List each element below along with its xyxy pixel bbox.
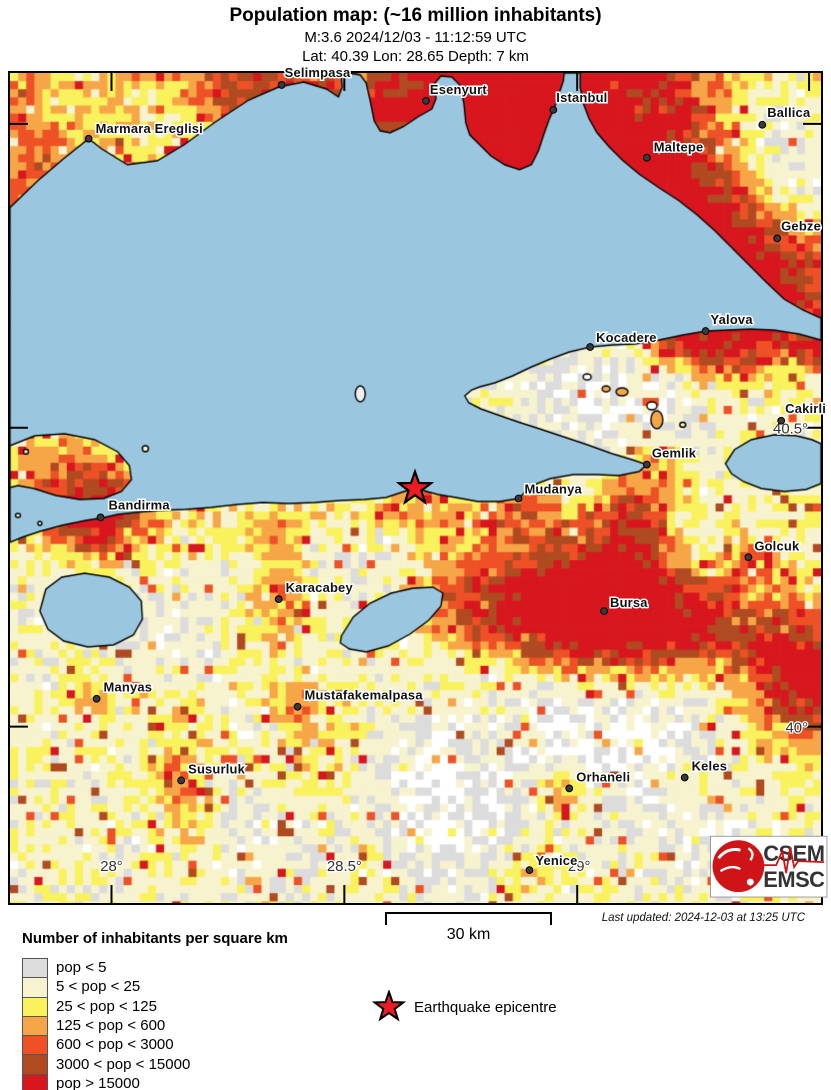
lon-label: 28.5° [327, 858, 362, 875]
logo-seismogram-icon [756, 847, 825, 874]
city-marker [274, 595, 283, 603]
city-label: Mudanya [524, 481, 582, 496]
city-marker [293, 702, 302, 711]
legend-label: 600 < pop < 3000 [56, 1036, 174, 1054]
city-label: Golcuk [754, 538, 800, 553]
city-label: Selimpasa [285, 65, 351, 80]
city-marker [96, 513, 105, 522]
city-label: Manyas [104, 680, 153, 695]
epicenter-star [395, 468, 435, 505]
city-marker [744, 553, 753, 562]
city-marker [600, 607, 608, 615]
city-label: Kocadere [596, 330, 657, 345]
logo-globe-detail [717, 848, 741, 860]
star-icon [372, 990, 406, 1022]
population-legend: Number of inhabitants per square km pop … [22, 930, 288, 1090]
city-marker [701, 327, 710, 335]
legend-label: 3000 < pop < 15000 [56, 1055, 191, 1073]
legend-swatch [22, 1073, 48, 1090]
logo-globe-icon [712, 840, 765, 893]
city-label: Bursa [610, 595, 648, 610]
city-marker [642, 460, 651, 469]
city-marker [525, 866, 534, 875]
legend-row: pop > 15000 [22, 1073, 288, 1090]
city-marker [277, 81, 286, 89]
city-label: Esenyurt [430, 82, 487, 97]
legend-label: pop < 5 [56, 959, 107, 977]
legend-label: 25 < pop < 125 [56, 997, 157, 1015]
magnitude-subtitle: M:3.6 2024/12/03 - 11:12:59 UTC [304, 29, 527, 46]
lon-label: 28° [100, 858, 123, 875]
page-title: Population map: (~16 million inhabitants… [229, 5, 602, 26]
city-label: Maltepe [654, 140, 704, 155]
city-label: Karacabey [286, 580, 354, 595]
scale-bar-label: 30 km [446, 926, 491, 943]
city-label: Keles [692, 758, 728, 773]
lon-label: 29° [568, 858, 591, 875]
epicentre-legend: Earthquake epicentre [372, 990, 557, 1024]
lat-label: 40° [786, 720, 809, 737]
city-marker [514, 494, 523, 503]
city-label: Gemlik [652, 446, 697, 461]
city-marker [586, 343, 595, 351]
city-marker [422, 97, 430, 105]
city-marker [680, 773, 689, 782]
map-frame: 28° 28.5° 29° 40.5° 40° Marmara Ereglisi Selim… [8, 63, 827, 905]
location-subtitle: Lat: 40.39 Lon: 28.65 Depth: 7 km [302, 48, 529, 65]
city-label: Susurluk [188, 761, 246, 776]
legend-row: 5 < pop < 25 [22, 977, 288, 997]
legend-row: 125 < pop < 600 [22, 1015, 288, 1036]
legend-swatch [22, 958, 48, 978]
city-marker [565, 784, 574, 793]
legend-label: pop > 15000 [56, 1074, 140, 1090]
legend-swatch [22, 977, 48, 997]
city-label: Mustafakemalpasa [305, 688, 424, 703]
last-updated-text: Last updated: 2024-12-03 at 13:25 UTC [601, 912, 805, 924]
epicentre-legend-label: Earthquake epicentre [414, 998, 557, 1016]
city-label: Ballica [767, 105, 811, 120]
map-overlay: 28° 28.5° 29°40.5°40°Marmara EreglisiSelim… [10, 63, 827, 903]
city-marker [773, 234, 782, 243]
legend-swatch [22, 1035, 48, 1055]
legend-row: 3000 < pop < 15000 [22, 1054, 288, 1074]
city-label: Yalova [711, 312, 754, 327]
epicentre-legend-star-icon [372, 990, 406, 1022]
city-marker [777, 416, 786, 425]
city-marker [642, 153, 651, 162]
logo-text-emsc: EMSC [763, 867, 825, 892]
city-label: Gebze [781, 218, 821, 233]
city-label: Yenice [535, 853, 577, 868]
legend-row: 25 < pop < 125 [22, 996, 288, 1016]
city-label: Orhaneli [576, 769, 630, 784]
city-label: Istanbul [556, 90, 607, 105]
logo-globe-detail [747, 847, 754, 861]
scale-bar [385, 912, 552, 925]
city-marker [177, 776, 186, 785]
city-marker [549, 105, 558, 114]
legend-swatch [22, 1054, 48, 1074]
legend-swatch [22, 996, 48, 1016]
legend-row: 600 < pop < 3000 [22, 1035, 288, 1055]
legend-label: 5 < pop < 25 [56, 978, 141, 996]
legend-title: Number of inhabitants per square km [22, 930, 288, 947]
city-marker [92, 694, 101, 703]
city-marker [758, 120, 767, 129]
legend-row: pop < 5 [22, 958, 288, 978]
legend-label: 125 < pop < 600 [56, 1017, 166, 1035]
map-header: Population map: (~16 million inhabitants… [0, 4, 831, 66]
logo-globe-detail [719, 865, 741, 873]
city-label: Marmara Ereglisi [96, 121, 203, 136]
legend-swatch [22, 1015, 48, 1036]
city-marker [84, 134, 93, 143]
city-label: Cakirli [785, 401, 826, 416]
logo-globe-detail [746, 878, 754, 886]
city-label: Bandirma [109, 497, 171, 512]
